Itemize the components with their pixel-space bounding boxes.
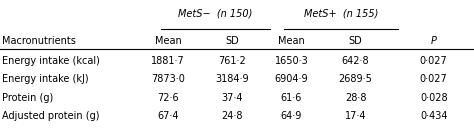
Text: Energy intake (kJ): Energy intake (kJ) xyxy=(2,74,89,84)
Text: P: P xyxy=(431,36,437,46)
Text: 72·6: 72·6 xyxy=(157,93,179,103)
Text: 24·8: 24·8 xyxy=(221,111,243,121)
Text: 64·9: 64·9 xyxy=(281,111,302,121)
Text: 761·2: 761·2 xyxy=(219,56,246,66)
Text: 0·028: 0·028 xyxy=(420,93,447,103)
Text: Macronutrients: Macronutrients xyxy=(2,36,76,46)
Text: 7873·0: 7873·0 xyxy=(151,74,185,84)
Text: 0·434: 0·434 xyxy=(420,111,447,121)
Text: MetS+  (n 155): MetS+ (n 155) xyxy=(304,9,378,19)
Text: 2689·5: 2689·5 xyxy=(338,74,373,84)
Text: Energy intake (kcal): Energy intake (kcal) xyxy=(2,56,100,66)
Text: 28·8: 28·8 xyxy=(345,93,366,103)
Text: SD: SD xyxy=(348,36,363,46)
Text: 1650·3: 1650·3 xyxy=(274,56,309,66)
Text: 0·027: 0·027 xyxy=(420,74,447,84)
Text: SD: SD xyxy=(225,36,239,46)
Text: MetS−  (n 150): MetS− (n 150) xyxy=(179,9,253,19)
Text: Mean: Mean xyxy=(278,36,305,46)
Text: 6904·9: 6904·9 xyxy=(275,74,308,84)
Text: 61·6: 61·6 xyxy=(281,93,302,103)
Text: 3184·9: 3184·9 xyxy=(216,74,249,84)
Text: Adjusted protein (g): Adjusted protein (g) xyxy=(2,111,100,121)
Text: 0·027: 0·027 xyxy=(420,56,447,66)
Text: 642·8: 642·8 xyxy=(342,56,369,66)
Text: 67·4: 67·4 xyxy=(157,111,179,121)
Text: Mean: Mean xyxy=(155,36,182,46)
Text: 17·4: 17·4 xyxy=(345,111,366,121)
Text: 1881·7: 1881·7 xyxy=(151,56,185,66)
Text: 37·4: 37·4 xyxy=(221,93,243,103)
Text: Protein (g): Protein (g) xyxy=(2,93,54,103)
